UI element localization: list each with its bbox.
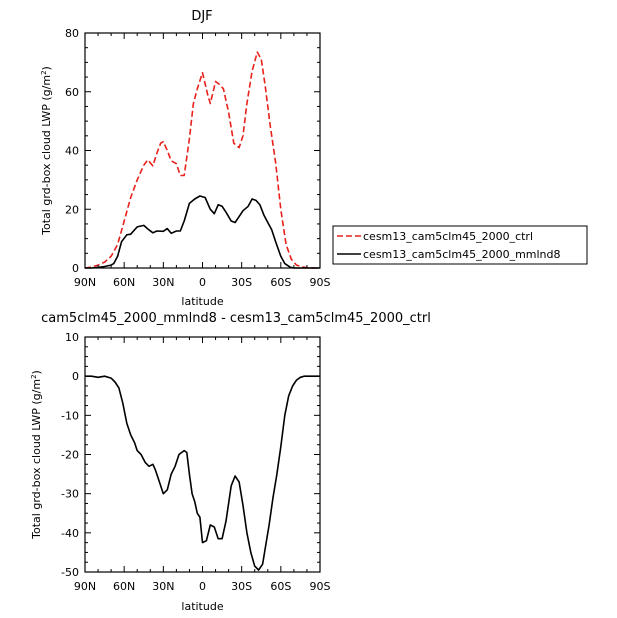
- x-tick-label: 90N: [74, 276, 96, 289]
- x-tick-label: 30N: [152, 580, 174, 593]
- y-tick-label: -30: [61, 488, 79, 501]
- y-tick-label: -10: [61, 409, 79, 422]
- y-axis-label: Total grd-box cloud LWP (g/m2): [30, 370, 43, 540]
- x-tick-label: 30S: [231, 580, 252, 593]
- chart-title: DJF: [191, 9, 212, 24]
- series-line-0: [84, 51, 320, 269]
- y-tick-label: 0: [72, 262, 79, 275]
- x-tick-label: 30S: [231, 276, 252, 289]
- x-tick-label: 30N: [152, 276, 174, 289]
- x-tick-label: 0: [199, 276, 206, 289]
- y-tick-label: 20: [65, 203, 79, 216]
- x-tick-label: 60S: [270, 276, 291, 289]
- legend-box: [332, 225, 588, 265]
- y-axis-label: Total grd-box cloud LWP (g/m2): [40, 66, 53, 236]
- y-tick-label: -40: [61, 527, 79, 540]
- top-panel-lwp-chart: DJF 90N 60N 30N 0 30S 60S 90S 0 20 40 60 80 latitude T…: [40, 9, 588, 308]
- x-tick-label: 90S: [310, 276, 331, 289]
- x-tick-label: 90S: [310, 580, 331, 593]
- y-tick-label: -50: [61, 566, 79, 579]
- x-axis-label: latitude: [181, 295, 223, 308]
- x-tick-label: 60S: [270, 580, 291, 593]
- y-tick-label: 60: [65, 86, 79, 99]
- y-tick-label: 40: [65, 145, 79, 158]
- x-tick-label: 90N: [74, 580, 96, 593]
- legend-label-1: cesm13_cam5clm45_2000_mmlnd8: [363, 248, 561, 261]
- y-tick-label: 0: [72, 370, 79, 383]
- x-tick-label: 0: [199, 580, 206, 593]
- y-tick-label: -20: [61, 449, 79, 462]
- legend: cesm13_cam5clm45_2000_ctrl cesm13_cam5clm…: [332, 225, 588, 265]
- y-tick-label: 10: [65, 331, 79, 344]
- series-line-0: [85, 375, 320, 571]
- y-tick-label: 80: [65, 27, 79, 40]
- series-line-1: [85, 195, 320, 269]
- bottom-panel-difference-chart: cam5clm45_2000_mmlnd8 - cesm13_cam5clm45…: [30, 311, 431, 613]
- x-axis-label: latitude: [181, 600, 223, 613]
- legend-label-0: cesm13_cam5clm45_2000_ctrl: [363, 230, 533, 243]
- x-tick-label: 60N: [113, 276, 135, 289]
- chart-title: cam5clm45_2000_mmlnd8 - cesm13_cam5clm45…: [41, 311, 431, 326]
- x-tick-label: 60N: [113, 580, 135, 593]
